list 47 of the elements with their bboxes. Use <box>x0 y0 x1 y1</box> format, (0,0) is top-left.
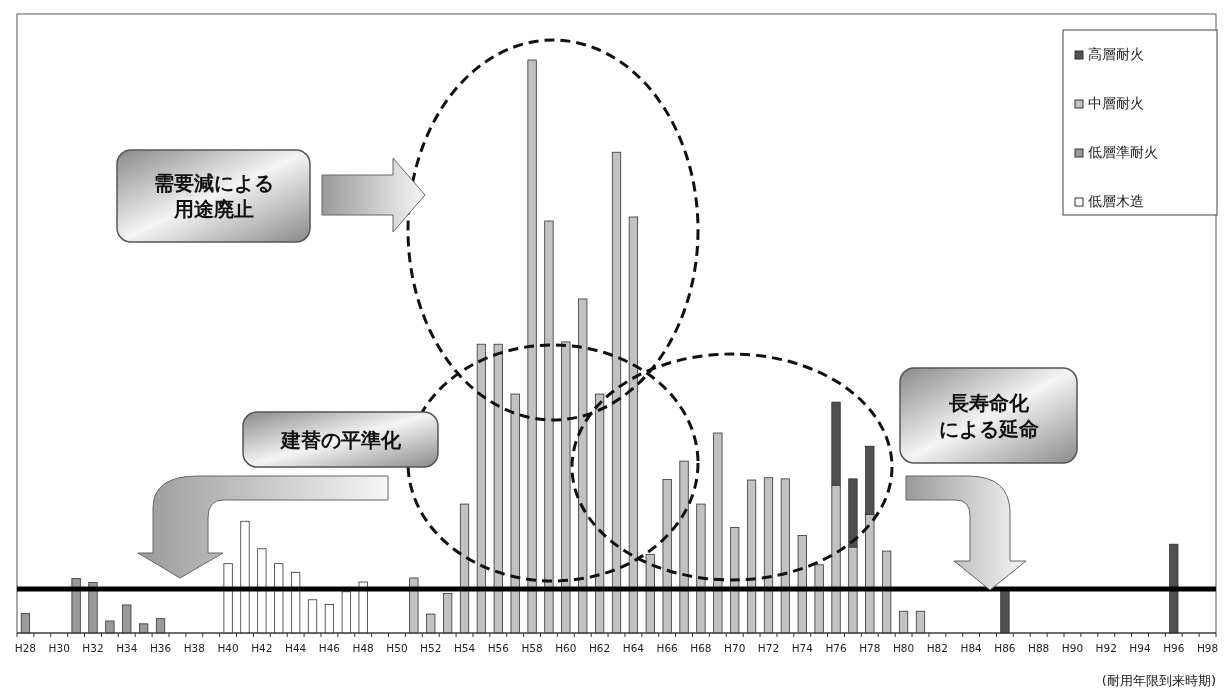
legend-label: 低層準耐火 <box>1088 144 1158 160</box>
x-tick-label: H58 <box>521 642 543 654</box>
callout-box: 長寿命化による延命 <box>899 367 1078 464</box>
x-tick-label: H48 <box>352 642 374 654</box>
annotation: 建替の平準化 <box>278 427 402 452</box>
x-tick-label: H38 <box>183 642 205 654</box>
legend-label: 高層耐火 <box>1088 46 1144 62</box>
x-tick-label: H28 <box>14 642 37 654</box>
x-tick-label: H50 <box>386 642 408 654</box>
x-tick-label: H98 <box>1196 642 1219 654</box>
x-tick-label: H88 <box>1028 642 1050 654</box>
x-tick-label: H46 <box>318 642 341 654</box>
x-tick-label: H72 <box>757 642 780 654</box>
x-tick-label: H66 <box>656 642 679 654</box>
x-tick-label: H96 <box>1163 642 1185 654</box>
x-tick-label: H42 <box>251 642 273 654</box>
x-tick-label: H90 <box>1061 642 1084 654</box>
x-tick-label: H36 <box>149 642 172 654</box>
x-tick-label: H80 <box>892 642 915 654</box>
x-tick-label: H60 <box>555 642 577 654</box>
x-tick-label: H32 <box>82 642 104 654</box>
x-tick-label: H84 <box>960 642 983 654</box>
annotation: 長寿命化による延命 <box>938 390 1039 441</box>
callout-box: 建替の平準化 <box>242 411 439 468</box>
legend-label: 中層耐火 <box>1088 95 1144 111</box>
x-tick-label: H82 <box>926 642 948 654</box>
x-tick-label: H30 <box>48 642 70 654</box>
x-tick-label: H54 <box>453 642 476 654</box>
x-axis-title: (耐用年限到来時期) <box>1101 673 1216 688</box>
x-tick-label: H92 <box>1095 642 1117 654</box>
callout-box: 需要減による用途廃止 <box>116 149 311 243</box>
legend-label: 低層木造 <box>1088 193 1144 209</box>
x-tick-label: H52 <box>420 642 442 654</box>
x-tick-label: H40 <box>217 642 239 654</box>
x-tick-label: H64 <box>622 642 645 654</box>
x-tick-label: H78 <box>859 642 881 654</box>
x-tick-label: H86 <box>994 642 1016 654</box>
x-tick-label: H70 <box>724 642 746 654</box>
x-tick-label: H68 <box>690 642 712 654</box>
x-tick-label: H62 <box>588 642 611 654</box>
x-tick-label: H94 <box>1129 642 1151 654</box>
x-tick-label: H34 <box>116 642 138 654</box>
x-tick-label: H76 <box>825 642 847 654</box>
x-tick-label: H56 <box>487 642 510 654</box>
annotation: 需要減による用途廃止 <box>153 171 274 221</box>
x-tick-label: H74 <box>791 642 814 654</box>
x-tick-label: H44 <box>285 642 307 654</box>
